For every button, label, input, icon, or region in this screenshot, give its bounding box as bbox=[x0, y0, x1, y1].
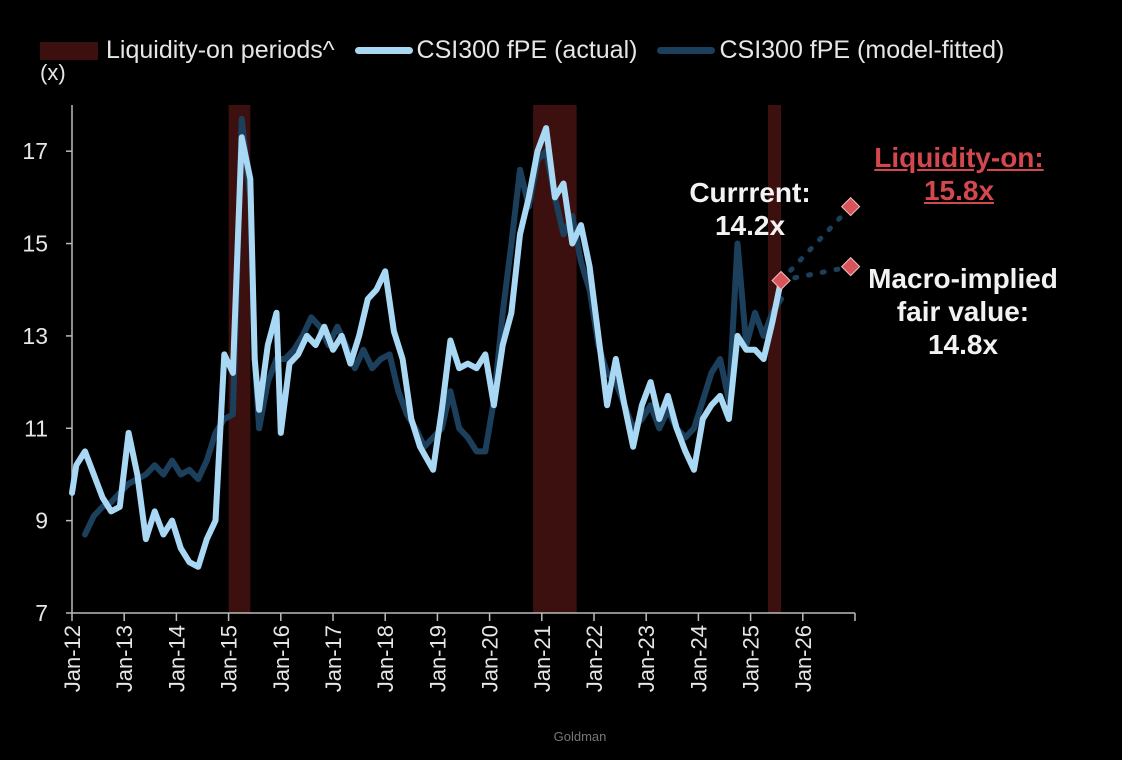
markers bbox=[771, 196, 861, 291]
annotation-liquidity-label: Liquidity-on: bbox=[874, 142, 1044, 173]
series-line-model bbox=[82, 115, 784, 538]
annotation-macro-label-2: fair value: bbox=[896, 296, 1030, 327]
annotation-current-label: Currrent: bbox=[689, 177, 811, 208]
annotation-macro-value: 14.8x bbox=[927, 329, 999, 360]
legend-label-liquidity: Liquidity-on periods^ bbox=[106, 36, 335, 64]
legend-label-model: CSI300 fPE (model-fitted) bbox=[719, 36, 1005, 64]
annotation-current-value: 14.2x bbox=[714, 210, 786, 241]
legend-swatch-actual bbox=[354, 47, 413, 54]
x-tick-label-14: Jan-26 bbox=[791, 625, 816, 692]
liquidity-band-0 bbox=[228, 105, 251, 613]
legend-label-actual: CSI300 fPE (actual) bbox=[416, 36, 638, 64]
x-tick-label-7: Jan-19 bbox=[425, 625, 450, 692]
x-tick-label-3: Jan-15 bbox=[217, 625, 242, 692]
annotation-macro-implied: Macro-implied fair value: 14.8x bbox=[848, 262, 1078, 361]
legend: Liquidity-on periods^ CSI300 fPE (actual… bbox=[40, 36, 1024, 65]
series-line-actual bbox=[69, 125, 784, 570]
source-label: Goldman bbox=[553, 729, 607, 744]
legend-item-model: CSI300 fPE (model-fitted) bbox=[657, 36, 1004, 65]
legend-swatch-liquidity bbox=[40, 41, 98, 60]
y-tick-label-4: 15 bbox=[22, 231, 48, 257]
x-tick-label-9: Jan-21 bbox=[530, 625, 555, 692]
legend-item-actual: CSI300 fPE (actual) bbox=[354, 36, 638, 65]
projection-line-1 bbox=[778, 264, 854, 283]
projection-lines bbox=[778, 204, 854, 283]
x-tick-label-1: Jan-13 bbox=[112, 625, 137, 692]
x-tick-label-8: Jan-20 bbox=[478, 625, 503, 692]
liquidity-bands bbox=[228, 105, 782, 613]
x-tick-label-10: Jan-22 bbox=[582, 625, 607, 692]
y-tick-label-1: 9 bbox=[35, 508, 48, 534]
x-tick-label-4: Jan-16 bbox=[269, 625, 294, 692]
annotation-liquidity-value: 15.8x bbox=[923, 175, 995, 206]
marker-diamond-0 bbox=[771, 270, 791, 291]
y-axis-unit: (x) bbox=[40, 60, 66, 85]
x-tick-label-6: Jan-18 bbox=[373, 625, 398, 692]
projection-line-0 bbox=[778, 204, 854, 283]
y-tick-label-0: 7 bbox=[35, 600, 48, 626]
legend-swatch-model bbox=[657, 47, 716, 54]
legend-item-liquidity: Liquidity-on periods^ bbox=[40, 36, 335, 65]
x-tick-label-11: Jan-23 bbox=[634, 625, 659, 692]
x-tick-label-5: Jan-17 bbox=[321, 625, 346, 692]
series-lines bbox=[69, 115, 784, 570]
marker-diamond-1 bbox=[840, 196, 861, 217]
x-tick-label-13: Jan-25 bbox=[739, 625, 764, 692]
x-tick-label-2: Jan-14 bbox=[164, 625, 189, 692]
x-tick-label-0: Jan-12 bbox=[60, 625, 85, 692]
annotation-macro-label-1: Macro-implied bbox=[868, 263, 1058, 294]
liquidity-band-2 bbox=[768, 105, 782, 613]
y-tick-label-2: 11 bbox=[24, 415, 48, 441]
axes: 7 9 11 13 15 17 Jan-12 Jan-13 Jan-14 Jan-15 Jan-16… bbox=[22, 105, 856, 692]
marker-diamond-2 bbox=[840, 256, 861, 277]
y-tick-label-3: 13 bbox=[22, 323, 48, 349]
y-tick-label-5: 17 bbox=[22, 138, 48, 164]
annotation-current: Currrent: 14.2x bbox=[660, 176, 840, 242]
annotation-liquidity-on: Liquidity-on: 15.8x bbox=[846, 141, 1072, 207]
x-tick-label-12: Jan-24 bbox=[686, 625, 711, 692]
